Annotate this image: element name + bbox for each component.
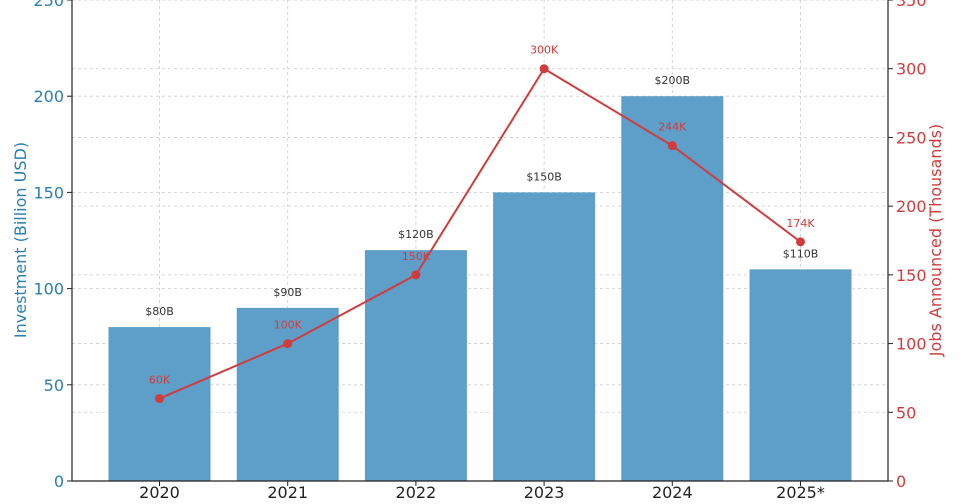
x-tick-label: 2020 — [139, 483, 180, 500]
bar-value-label: $80B — [145, 305, 174, 318]
bar-value-label: $150B — [526, 170, 562, 183]
y-tick-label-right: 300 — [896, 60, 927, 79]
bar — [108, 327, 211, 481]
y-tick-label-left: 50 — [44, 376, 64, 395]
line-value-label: 300K — [530, 44, 559, 57]
line-point — [411, 270, 421, 280]
y-tick-label-right: 100 — [896, 335, 927, 354]
line-point — [796, 237, 805, 247]
x-tick-label: 2025* — [776, 483, 825, 500]
data-labels: $80B $90B $120B $150B $200B $110B 60K 100K 150K 3… — [145, 44, 818, 387]
bar-value-label: $90B — [273, 286, 302, 299]
x-tick-label: 2023 — [524, 483, 565, 500]
y-tick-label-right: 350 — [896, 0, 927, 10]
line-value-label: 244K — [658, 121, 687, 134]
x-tick-label: 2024 — [652, 483, 693, 500]
y-tick-label-right: 250 — [896, 128, 927, 147]
bar — [364, 250, 467, 481]
line-value-label: 150K — [402, 250, 431, 263]
y-tick-label-right: 50 — [896, 403, 916, 422]
y-tick-label-right: 150 — [896, 266, 927, 285]
tick-labels: 0 50 100 150 200 250 0 50 100 150 200 250 300 350 2020… — [33, 0, 927, 502]
y-axis-title-right: Jobs Announced (Thousands) — [926, 124, 945, 357]
bar — [493, 192, 596, 481]
bar-value-label: $120B — [398, 228, 434, 241]
jobs-line — [159, 67, 802, 400]
y-tick-label-left: 100 — [33, 280, 64, 299]
x-tick-label: 2022 — [396, 483, 437, 500]
bar — [621, 96, 724, 481]
bar-value-label: $110B — [783, 247, 819, 260]
y-tick-label-right: 0 — [896, 472, 906, 491]
bar-series — [108, 96, 852, 481]
line-point — [155, 394, 164, 404]
y-tick-label-left: 150 — [33, 183, 64, 202]
y-tick-label-left: 250 — [33, 0, 64, 10]
line-value-label: 100K — [274, 319, 303, 332]
y-axis-title-left: Investment (Billion USD) — [11, 142, 30, 338]
line-point — [667, 141, 677, 151]
line-value-label: 174K — [786, 217, 815, 230]
line-point — [539, 64, 549, 74]
y-tick-label-right: 200 — [896, 197, 927, 216]
x-tick-label: 2021 — [267, 483, 308, 500]
line-value-label: 60K — [149, 374, 171, 387]
line-series — [155, 64, 805, 404]
y-tick-label-left: 200 — [33, 87, 64, 106]
line-point — [283, 339, 293, 349]
bar-value-label: $200B — [655, 74, 691, 87]
y-tick-label-left: 0 — [54, 472, 64, 491]
bar — [749, 269, 852, 481]
axes — [71, 0, 889, 482]
bar — [236, 307, 339, 481]
